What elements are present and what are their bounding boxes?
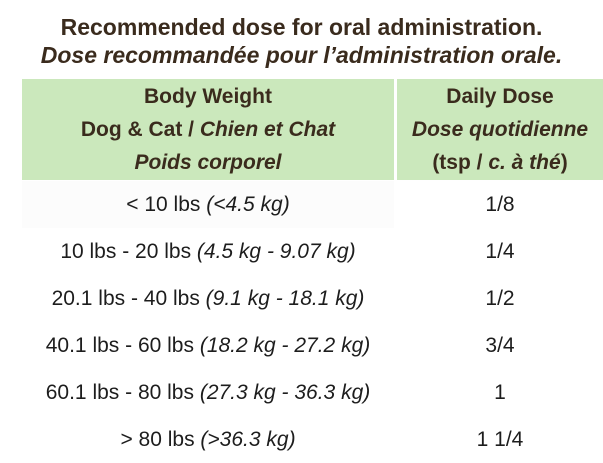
weight-imperial: > 80 lbs [120, 427, 201, 451]
table-row: 40.1 lbs - 60 lbs (18.2 kg - 27.2 kg) 3/… [22, 322, 603, 369]
dose-cell: 1 [397, 369, 603, 416]
page-title-french: Dose recommandée pour l’administration o… [40, 42, 563, 68]
weight-imperial: 10 lbs - 20 lbs [60, 239, 197, 263]
dose-value: 1/2 [485, 286, 515, 310]
dose-cell: 1 1/4 [397, 416, 603, 463]
weight-range-cell: > 80 lbs (>36.3 kg) [22, 416, 394, 463]
dose-cell: 1/4 [397, 228, 603, 275]
weight-imperial: < 10 lbs [126, 192, 207, 216]
weight-range-cell: 40.1 lbs - 60 lbs (18.2 kg - 27.2 kg) [22, 322, 394, 369]
table-row: 20.1 lbs - 40 lbs (9.1 kg - 18.1 kg) 1/2 [22, 275, 603, 322]
table-row: 60.1 lbs - 80 lbs (27.3 kg - 36.3 kg) 1 [22, 369, 603, 416]
weight-metric: (9.1 kg - 18.1 kg) [205, 286, 365, 310]
table-body: < 10 lbs (<4.5 kg) 1/8 10 lbs - 20 lbs (… [22, 181, 603, 463]
header-body-weight-en: Body Weight [144, 85, 272, 108]
header-cell-body-weight: Body Weight Dog & Cat / Chien et Chat Po… [22, 79, 394, 180]
dose-value: 3/4 [485, 333, 515, 357]
table-row: > 80 lbs (>36.3 kg) 1 1/4 [22, 416, 603, 463]
dose-cell: 1/8 [397, 181, 603, 228]
weight-range-cell: 10 lbs - 20 lbs (4.5 kg - 9.07 kg) [22, 228, 394, 275]
weight-range-cell: < 10 lbs (<4.5 kg) [22, 181, 394, 228]
dose-value: 1 [494, 380, 506, 404]
weight-range-text: 10 lbs - 20 lbs (4.5 kg - 9.07 kg) [60, 240, 355, 264]
dose-cell: 3/4 [397, 322, 603, 369]
weight-imperial: 40.1 lbs - 60 lbs [45, 333, 200, 357]
dose-table: Body Weight Dog & Cat / Chien et Chat Po… [22, 79, 603, 463]
column-divider [394, 79, 397, 180]
header-body-weight-fr: Poids corporel [134, 151, 282, 174]
weight-range-text: > 80 lbs (>36.3 kg) [120, 428, 295, 452]
header-dose-unit-line: (tsp / c. à thé) [397, 146, 603, 179]
header-daily-dose-fr: Dose quotidienne [411, 118, 589, 141]
header-daily-dose-en: Daily Dose [446, 85, 554, 108]
table-row: 10 lbs - 20 lbs (4.5 kg - 9.07 kg) 1/4 [22, 228, 603, 275]
weight-range-cell: 20.1 lbs - 40 lbs (9.1 kg - 18.1 kg) [22, 275, 394, 322]
dose-value: 1/8 [485, 192, 515, 216]
dose-value: 1/4 [485, 239, 515, 263]
table-row: < 10 lbs (<4.5 kg) 1/8 [22, 181, 603, 228]
dose-cell: 1/2 [397, 275, 603, 322]
weight-metric: (<4.5 kg) [206, 192, 290, 216]
weight-range-text: 20.1 lbs - 40 lbs (9.1 kg - 18.1 kg) [52, 287, 365, 311]
header-unit-en: (tsp / [432, 151, 489, 174]
header-unit-close: ) [560, 151, 568, 174]
dose-value: 1 1/4 [476, 427, 524, 451]
weight-metric: (>36.3 kg) [200, 427, 296, 451]
weight-metric: (27.3 kg - 36.3 kg) [199, 380, 371, 404]
weight-metric: (4.5 kg - 9.07 kg) [196, 239, 356, 263]
table-header-row: Body Weight Dog & Cat / Chien et Chat Po… [22, 79, 603, 180]
header-species-en: Dog & Cat / [80, 118, 200, 141]
weight-range-cell: 60.1 lbs - 80 lbs (27.3 kg - 36.3 kg) [22, 369, 394, 416]
header-cell-daily-dose: Daily Dose Dose quotidienne (tsp / c. à … [397, 79, 603, 180]
weight-metric: (18.2 kg - 27.2 kg) [199, 333, 371, 357]
weight-imperial: 20.1 lbs - 40 lbs [51, 286, 206, 310]
header-unit-fr: c. à thé [488, 151, 561, 174]
weight-range-text: 40.1 lbs - 60 lbs (18.2 kg - 27.2 kg) [46, 334, 371, 358]
title-block: Recommended dose for oral administration… [0, 13, 603, 69]
header-species-fr: Chien et Chat [199, 118, 336, 141]
weight-range-text: 60.1 lbs - 80 lbs (27.3 kg - 36.3 kg) [46, 381, 371, 405]
weight-range-text: < 10 lbs (<4.5 kg) [126, 193, 289, 217]
page-title-english: Recommended dose for oral administration… [60, 14, 543, 40]
weight-imperial: 60.1 lbs - 80 lbs [45, 380, 200, 404]
header-species-line: Dog & Cat / Chien et Chat [22, 113, 394, 146]
